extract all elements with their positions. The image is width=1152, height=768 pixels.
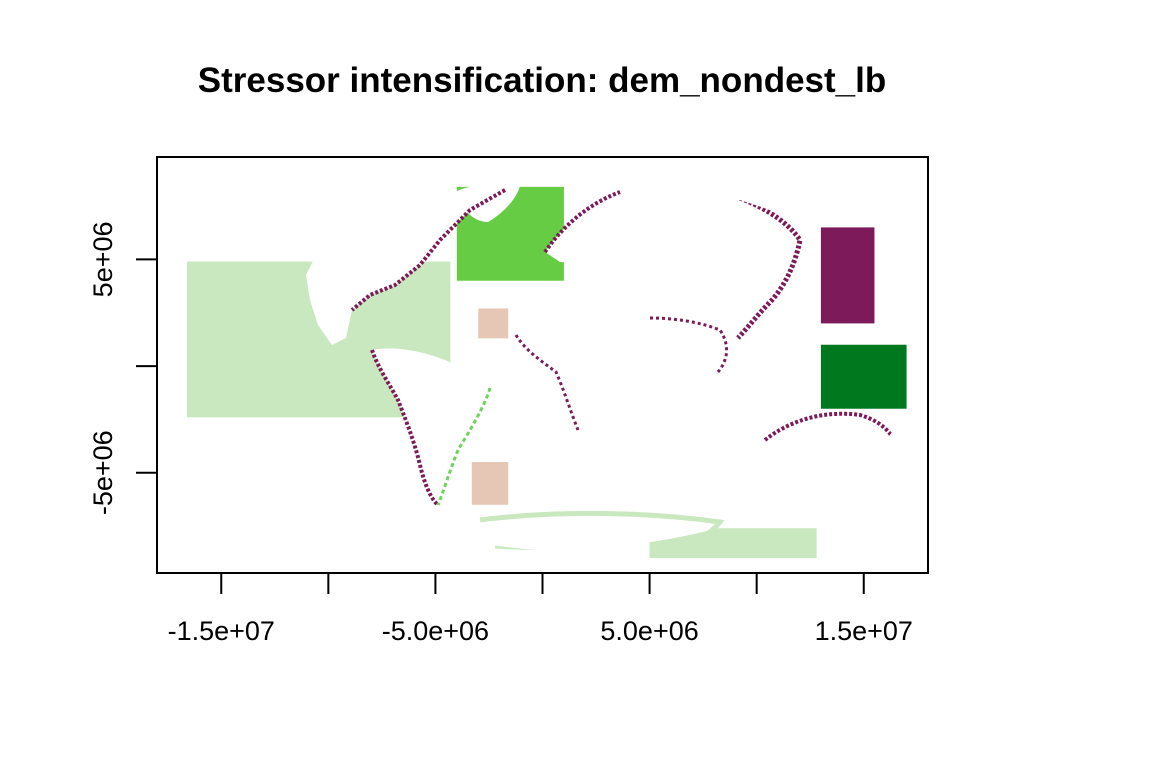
region-gulf-of-mexico-patch (478, 308, 509, 339)
landmass-south-america (372, 348, 490, 505)
map-layer (186, 183, 907, 559)
region-east-asia-coast (820, 227, 875, 324)
region-patagonian-shelf (471, 462, 509, 505)
coast-rim-africa-west (514, 334, 580, 431)
land-masses (306, 183, 899, 550)
landmass-arabia-india (650, 318, 727, 372)
x-tick-label: -1.5e+07 (168, 616, 275, 646)
x-tick-label: 1.5e+07 (815, 616, 913, 646)
coast-rim-europe (543, 190, 621, 254)
landmass-australia (764, 413, 899, 495)
landmass-africa (515, 279, 668, 452)
x-axis: -1.5e+07 -5.0e+06 5.0e+06 1.5e+07 (168, 572, 913, 646)
x-tick-label: -5.0e+06 (382, 616, 489, 646)
coast-rim-south-america-west (370, 349, 440, 507)
y-axis: 5e+06 -5e+06 (88, 221, 158, 515)
region-indonesian-seas (820, 344, 907, 409)
coast-rim-india (649, 316, 728, 373)
y-tick-label: -5e+06 (88, 430, 118, 515)
y-tick-label: 5e+06 (88, 221, 118, 297)
chart-title: Stressor intensification: dem_nondest_lb (198, 61, 886, 100)
x-tick-label: 5.0e+06 (600, 616, 698, 646)
coast-rim-north-america-east (350, 188, 506, 312)
coast-rim-asia-east (736, 195, 803, 340)
landmass-eurasia (545, 190, 800, 338)
